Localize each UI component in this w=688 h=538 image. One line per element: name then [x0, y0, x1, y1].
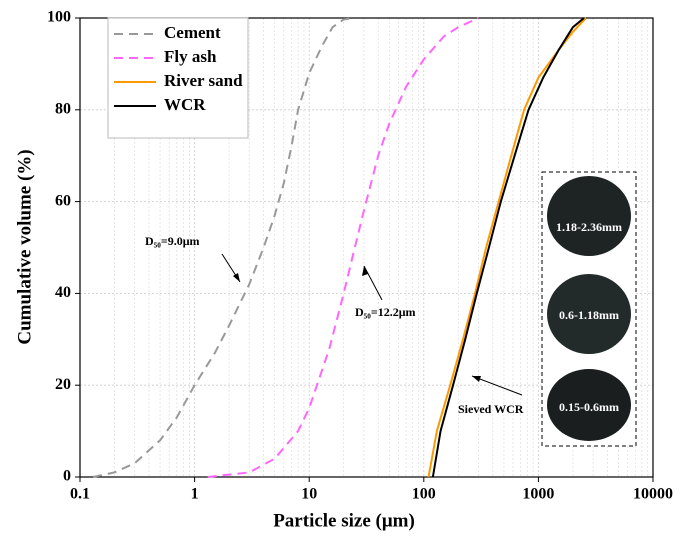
- y-tick-label: 20: [55, 376, 71, 393]
- annotation: D₅₀=9.0μm: [145, 234, 200, 248]
- x-tick-label: 1: [191, 486, 199, 503]
- x-tick-label: 0.1: [70, 486, 90, 503]
- series-line: [207, 17, 479, 478]
- sample-photo: [547, 274, 631, 354]
- x-tick-label: 100: [412, 486, 436, 503]
- arrowhead: [362, 266, 368, 276]
- x-tick-label: 1000: [522, 486, 554, 503]
- photo-label: 0.15-0.6mm: [559, 400, 619, 414]
- y-axis-label: Cumulative volume (%): [14, 149, 35, 344]
- x-tick-label: 10000: [633, 486, 673, 503]
- plot-frame: [79, 17, 654, 478]
- y-tick-label: 80: [55, 100, 71, 117]
- legend-box: [107, 17, 249, 139]
- series-line: [92, 17, 355, 478]
- arrow: [363, 265, 383, 301]
- y-tick-label: 40: [55, 284, 71, 301]
- sample-photo: [547, 369, 631, 441]
- legend-label: WCR: [164, 95, 206, 114]
- sample-photo: [547, 176, 631, 256]
- y-tick-label: 60: [55, 192, 71, 209]
- arrow: [471, 375, 523, 396]
- annotation: D₅₀=12.2μm: [355, 305, 416, 319]
- arrowhead: [233, 273, 240, 282]
- photo-label: 0.6-1.18mm: [559, 308, 619, 322]
- legend-label: Cement: [164, 23, 221, 42]
- arrowhead: [472, 376, 481, 382]
- x-axis-label: Particle size (μm): [273, 510, 415, 531]
- y-tick-label: 0: [63, 468, 71, 485]
- photo-label: 1.18-2.36mm: [556, 220, 622, 234]
- legend-label: Fly ash: [164, 47, 217, 66]
- legend-label: River sand: [164, 71, 243, 90]
- annotation: Sieved WCR: [458, 402, 524, 416]
- y-tick-label: 100: [47, 9, 71, 26]
- x-tick-label: 10: [301, 486, 317, 503]
- series-line: [431, 17, 585, 478]
